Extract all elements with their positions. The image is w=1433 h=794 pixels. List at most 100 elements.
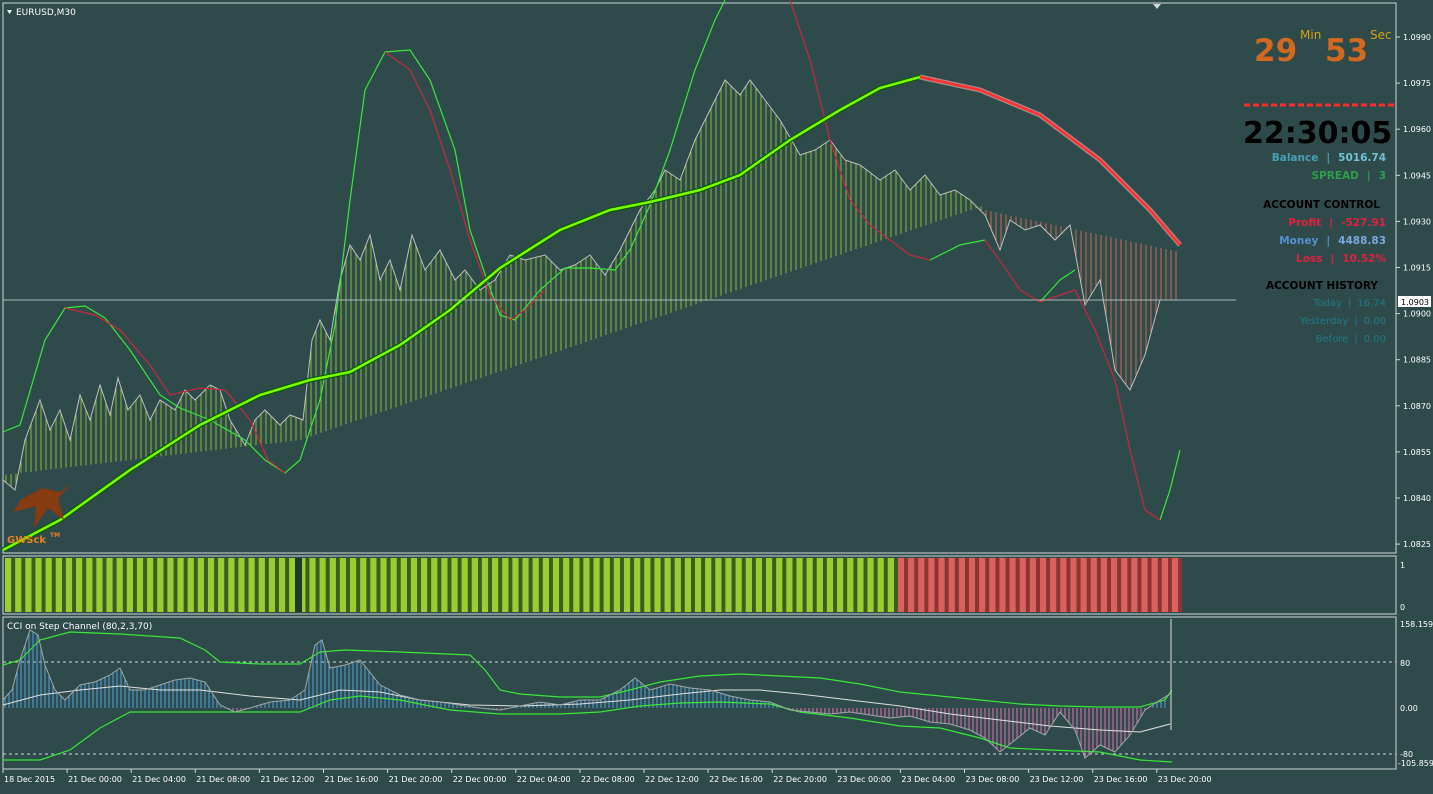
histogram-bar-gap (254, 558, 259, 612)
time-axis-label: 21 Dec 00:00 (68, 775, 122, 784)
histogram-bar-gap (863, 558, 868, 612)
histogram-bear-bar (1161, 558, 1168, 612)
histogram-bull-bar (603, 558, 610, 612)
histogram-bull-bar (542, 558, 550, 612)
band-red-line (64, 307, 286, 474)
histogram-bar-gap (51, 558, 56, 612)
band-green-line (1039, 269, 1076, 303)
histogram-bull-bar (329, 558, 336, 612)
price-axis-label: 1.0915 (1403, 264, 1431, 273)
histogram-axis-min: 0 (1400, 603, 1405, 612)
histogram-bull-bar (289, 558, 296, 612)
histogram-bull-bar (441, 558, 448, 612)
histogram-bar-gap (1015, 558, 1020, 612)
triangle-down-icon[interactable] (7, 10, 12, 14)
histogram-bear-bar (1080, 558, 1087, 612)
histogram-bar-gap (478, 558, 482, 612)
histogram-bear-bar (999, 558, 1006, 612)
histogram-bar-gap (528, 558, 533, 612)
histogram-bar-gap (620, 558, 624, 612)
histogram-bar-gap (843, 558, 848, 612)
histogram-bar-gap (335, 558, 340, 612)
histogram-bar-gap (741, 558, 746, 612)
histogram-bear-bar (1009, 558, 1016, 612)
histogram-bull-bar (583, 558, 590, 612)
time-axis-label: 22 Dec 00:00 (453, 775, 507, 784)
cci-upper-band (2, 631, 1173, 708)
histogram-bear-bar (958, 558, 966, 612)
histogram-bars (5, 558, 1182, 612)
histogram-bull-bar (45, 558, 52, 612)
histogram-bar-gap (62, 558, 66, 612)
histogram-bar-gap (883, 558, 888, 612)
histogram-bear-bar (1039, 558, 1047, 612)
histogram-bull-bar (684, 558, 692, 612)
time-axis-label: 23 Dec 12:00 (1030, 775, 1084, 784)
histogram-bar-gap (356, 558, 361, 612)
logo-trademark: TM (50, 532, 60, 539)
histogram-bull-bar (248, 558, 255, 612)
account-history-title: ACCOUNT HISTORY (1266, 280, 1378, 292)
histogram-bull-bar (765, 558, 773, 612)
histogram-bar-gap (1157, 558, 1162, 612)
today-row: Today | 16.74 (1312, 298, 1386, 309)
histogram-bull-bar (147, 558, 154, 612)
histogram-bull-bar (126, 558, 134, 612)
loss-row: Loss | 10.52% (1296, 253, 1386, 265)
histogram-bull-bar (664, 558, 671, 612)
histogram-bear-bar (908, 558, 915, 612)
candle-timer: 29 Min 53 Sec (1254, 28, 1392, 69)
gwsck-logo: GWSck TM (7, 484, 72, 546)
histogram-bar-gap (1056, 558, 1061, 612)
histogram-bear-bar (1029, 558, 1037, 612)
histogram-bull-bar (15, 558, 22, 612)
cci-lower-band (3, 695, 1173, 763)
cci-indicator-panel[interactable]: CCI on Step Channel (80,2,3,70) 158.159 … (2, 616, 1433, 770)
trend-histogram-panel[interactable]: 1 0 (2, 555, 1405, 615)
yesterday-row: Yesterday | 0.00 (1299, 316, 1386, 327)
histogram-bull-bar (431, 558, 438, 612)
profit-row: Profit | -527.91 (1288, 217, 1386, 229)
histogram-bull-bar (512, 558, 519, 612)
histogram-bull-bar (76, 558, 83, 612)
histogram-bear-bar (897, 558, 905, 612)
histogram-bull-bar (218, 558, 225, 612)
histogram-bar-gap (1107, 558, 1111, 612)
histogram-bar-gap (417, 558, 422, 612)
histogram-bar-gap (467, 558, 472, 612)
histogram-bull-bar (461, 558, 468, 612)
histogram-bar-gap (173, 558, 178, 612)
histogram-bar-gap (244, 558, 249, 612)
histogram-bar-gap (589, 558, 594, 612)
histogram-bar-gap (92, 558, 97, 612)
main-price-panel[interactable]: EURUSD,M30 GWSck TM 1.09901.09751.09601.… (1, 0, 1431, 554)
histogram-bar-gap (183, 558, 188, 612)
time-axis-label: 18 Dec 2015 (4, 775, 55, 784)
histogram-bar-gap (599, 558, 604, 612)
histogram-bull-bar (370, 558, 377, 612)
histogram-bear-bar (1110, 558, 1118, 612)
histogram-bull-bar (481, 558, 489, 612)
histogram-bar-gap (812, 558, 817, 612)
histogram-bear-bar (928, 558, 935, 612)
cci-middle-line (2, 685, 1171, 733)
histogram-bull-bar (96, 558, 103, 612)
cci-axis-max: 158.159 (1400, 620, 1433, 629)
histogram-bar-gap (904, 558, 909, 612)
histogram-bar-gap (346, 558, 350, 612)
histogram-bar-gap (1127, 558, 1132, 612)
histogram-bar-gap (559, 558, 564, 612)
histogram-bar-gap (264, 558, 269, 612)
price-axis-label: 1.0930 (1403, 217, 1431, 226)
histogram-bar-gap (944, 558, 949, 612)
histogram-bar-gap (133, 558, 137, 612)
histogram-bar-gap (853, 558, 858, 612)
band-green-line (2, 49, 488, 474)
histogram-bull-bar (867, 558, 874, 612)
before-row: Before | 0.00 (1316, 334, 1386, 345)
histogram-bull-bar (492, 558, 499, 612)
histogram-bar-gap (802, 558, 807, 612)
shift-marker-icon[interactable] (1153, 4, 1161, 9)
